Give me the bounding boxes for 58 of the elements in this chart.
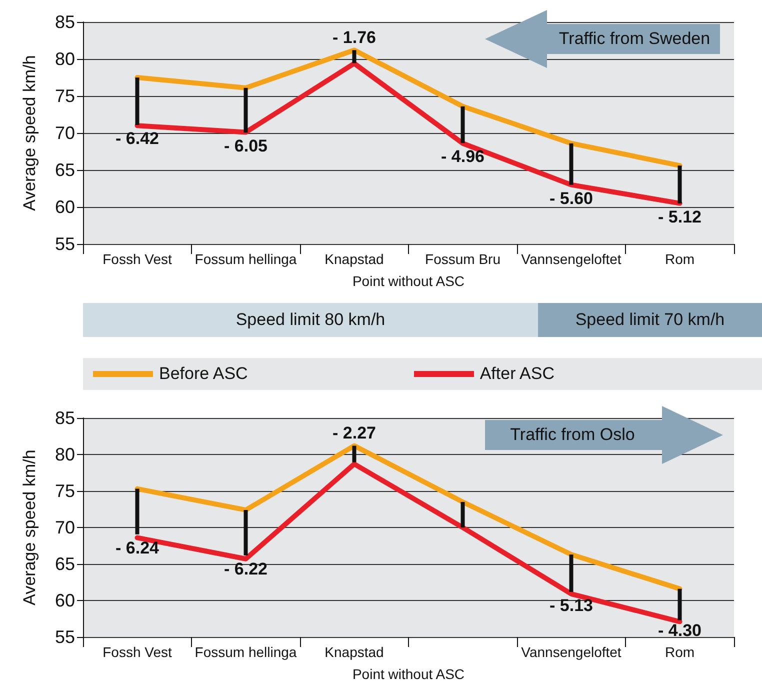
bar [678, 166, 682, 204]
y-tick-label: 85 [54, 408, 75, 428]
y-tick-label: 80 [54, 49, 75, 69]
bar [352, 50, 356, 64]
y-tick-label: 80 [54, 444, 75, 464]
x-axis-title: Point without ASC [352, 666, 465, 682]
bar [244, 510, 248, 556]
y-tick-label: 55 [54, 234, 75, 254]
x-tick-label: Fossh Vest [102, 644, 172, 660]
annotation: Traffic from Sweden [558, 28, 712, 50]
y-tick-label: 60 [54, 590, 75, 610]
y-tick-label: 85 [54, 12, 75, 32]
bar [569, 554, 574, 592]
x-tick-label: Rom [664, 251, 695, 267]
bar [460, 106, 465, 144]
y-axis-title: Average speed km/h [20, 55, 39, 211]
x-tick-label: Fossh Vest [102, 251, 172, 267]
annotation: Traffic from Oslo [509, 424, 636, 446]
y-tick-label: 75 [54, 481, 75, 501]
data-label: - 4.96 [441, 147, 484, 166]
x-tick-label: Rom [664, 644, 695, 660]
bar [135, 488, 140, 534]
data-label: - 6.05 [224, 136, 268, 156]
data-label: - 6.22 [224, 559, 268, 578]
y-tick-label: 75 [54, 86, 75, 106]
bar [569, 143, 574, 185]
data-label: - 2.27 [332, 424, 376, 443]
data-label: - 5.12 [658, 207, 702, 226]
data-label: - 5.60 [550, 188, 593, 208]
y-tick-label: 70 [54, 123, 75, 143]
x-tick-label: Vannsengeloftet [521, 644, 622, 660]
x-tick-label: Fossum Bru [425, 251, 500, 267]
y-axis-title: Average speed km/h [20, 450, 39, 606]
bar [244, 88, 248, 133]
data-label: - 6.42 [116, 129, 159, 148]
legend-label: Before ASC [159, 364, 248, 384]
y-tick-label: 55 [54, 627, 75, 647]
y-tick-label: 60 [54, 197, 75, 217]
y-tick-label: 70 [54, 518, 75, 538]
bar [678, 588, 682, 620]
x-tick-label: Knapstad [324, 644, 384, 660]
text: Speed limit 80 km/h [83, 303, 538, 337]
data-label: - 1.76 [332, 28, 376, 48]
x-tick-label: Vannsengeloftet [521, 251, 622, 267]
x-tick-label: Knapstad [324, 251, 384, 267]
data-label: - 4.30 [658, 621, 702, 640]
data-label: - 6.24 [116, 538, 160, 558]
data-label: - 5.13 [550, 596, 593, 615]
bar [352, 446, 356, 462]
x-tick-label: Fossum hellinga [194, 644, 297, 660]
y-tick-label: 65 [54, 160, 75, 180]
bar [460, 502, 465, 528]
bar [135, 78, 140, 126]
x-tick-label: Fossum hellinga [194, 251, 297, 267]
legend-label: After ASC [480, 364, 554, 384]
y-tick-label: 65 [54, 554, 75, 574]
x-axis-title: Point without ASC [352, 273, 465, 289]
text: Speed limit 70 km/h [538, 303, 762, 337]
